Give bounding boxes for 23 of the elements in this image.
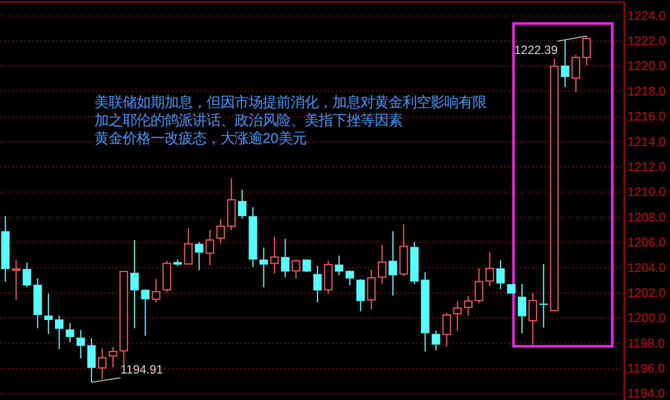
y-tick-label: 1218.0 (628, 84, 666, 98)
y-tick-label: 1194.0 (628, 386, 665, 400)
annotation: 1194.91 (120, 362, 164, 377)
y-tick-label: 1216.0 (628, 110, 666, 124)
y-tick-label: 1206.0 (628, 236, 666, 250)
y-tick-label: 1198.0 (628, 336, 665, 350)
extreme-label: 1222.39 (514, 36, 588, 58)
y-tick-label: 1208.0 (628, 210, 666, 224)
y-tick-label: 1214.0 (628, 134, 666, 149)
y-tick-label: 1220.0 (628, 59, 666, 74)
y-tick-label: 1204.0 (628, 260, 666, 275)
note: 美联储如期加息，但因市场提前消化，加息对黄金利空影响有限 (94, 95, 486, 111)
y-tick-label: 1200.0 (628, 311, 666, 326)
y-tick-label: 1212.0 (628, 160, 666, 174)
y-tick-label: 1196.0 (628, 362, 665, 376)
y-tick-label: 1210.0 (628, 185, 666, 200)
y-tick-label: 1202.0 (628, 286, 666, 300)
note: 加之耶伦的鸽派讲话、政治风险、美指下挫等因素 (94, 113, 402, 129)
extreme-label: 1194.91 (91, 362, 163, 383)
y-tick-label: 1224.0 (628, 8, 666, 23)
note: 黄金价格一改疲态，大涨逾20美元 (94, 131, 306, 147)
y-tick-label: 1222.0 (628, 34, 666, 48)
annotation: 1222.39 (514, 43, 558, 58)
